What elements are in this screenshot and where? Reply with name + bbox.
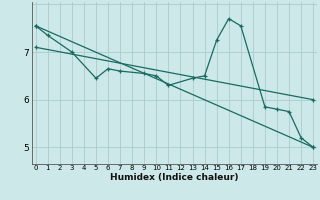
X-axis label: Humidex (Indice chaleur): Humidex (Indice chaleur): [110, 173, 239, 182]
